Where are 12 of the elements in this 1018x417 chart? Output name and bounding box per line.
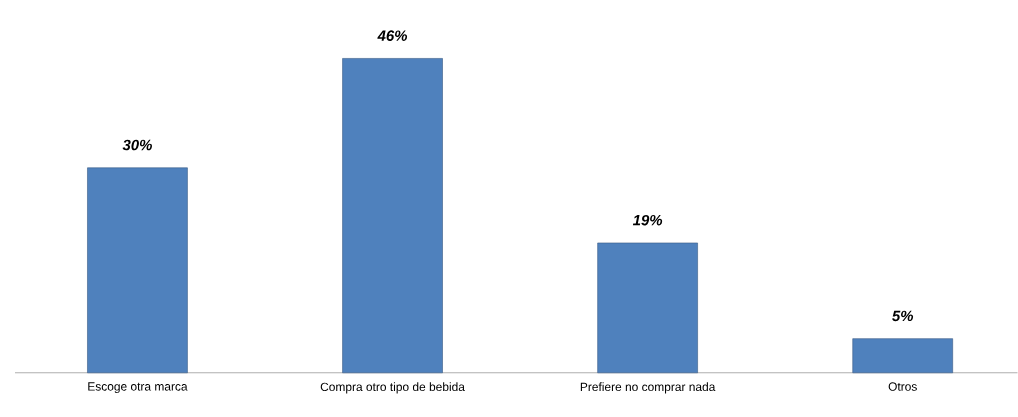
data-label: 30% — [122, 139, 152, 151]
bar — [852, 338, 953, 374]
x-tick-label: Escoge otra marca — [88, 382, 188, 394]
x-tick-label: Prefiere no comprar nada — [580, 382, 716, 394]
data-label: 5% — [892, 310, 914, 322]
bar — [342, 58, 443, 374]
x-tick-label: Compra otro tipo de bebida — [320, 382, 465, 394]
x-tick-label: Otros — [888, 382, 917, 391]
data-label: 19% — [632, 214, 663, 226]
bar — [597, 242, 698, 374]
bar — [87, 167, 188, 374]
data-label: 46% — [377, 30, 408, 42]
